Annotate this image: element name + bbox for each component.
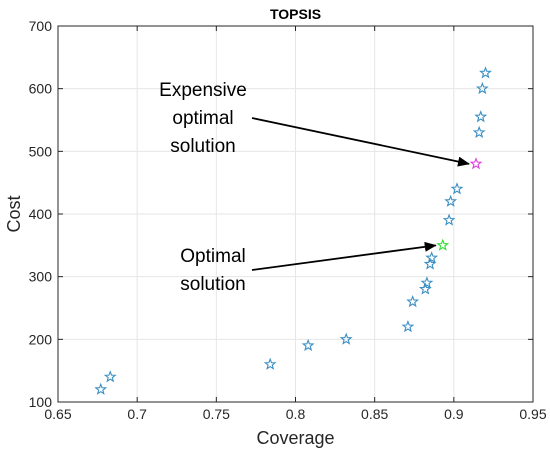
y-tick-label: 300	[29, 269, 53, 285]
data-point-star	[406, 294, 420, 308]
y-tick-label: 600	[29, 81, 53, 97]
data-point-star	[301, 338, 315, 352]
annotation: Optimal solution	[180, 241, 437, 295]
data-point-star	[444, 194, 458, 207]
x-tick-label: 0.95	[519, 406, 546, 422]
x-tick-label: 0.7	[127, 406, 147, 422]
grid	[57, 25, 534, 403]
ticks: 0.65 0.7 0.75 0.8 0.85 0.9 0.95 100 200 300 400 500…	[29, 18, 547, 422]
data-point-star	[469, 157, 483, 170]
data-point-star	[418, 282, 432, 295]
x-axis-label: Coverage	[256, 428, 334, 448]
y-tick-label: 500	[29, 143, 53, 159]
y-axis-label: Cost	[4, 195, 24, 232]
data-point-star	[436, 238, 450, 251]
annotation-text: Optimal solution	[180, 246, 246, 295]
annotation-text: Expensive optimal solution	[159, 80, 247, 157]
data-point-star	[475, 81, 489, 95]
data-point-star	[442, 213, 456, 226]
y-tick-label: 200	[29, 331, 53, 347]
data-point-star	[94, 382, 108, 395]
data-point-star	[103, 370, 117, 383]
data-points	[94, 66, 492, 395]
annotation-arrow	[251, 117, 470, 167]
data-point-star	[479, 66, 492, 79]
data-point-star	[420, 276, 434, 289]
annotations: Expensive optimal solution Optimal solution	[159, 80, 470, 295]
data-point-star	[339, 332, 353, 345]
x-tick-label: 0.85	[361, 406, 388, 422]
data-point-star	[472, 125, 486, 139]
x-tick-label: 0.65	[44, 406, 71, 422]
annotation-arrow	[251, 241, 437, 271]
y-tick-label: 700	[29, 18, 53, 34]
chart-title: TOPSIS	[270, 6, 321, 22]
x-tick-label: 0.75	[203, 406, 230, 422]
data-point-star	[425, 251, 439, 264]
data-point-star	[450, 182, 464, 195]
x-tick-label: 0.9	[444, 406, 464, 422]
y-tick-label: 400	[29, 206, 53, 222]
x-tick-label: 0.8	[286, 406, 306, 422]
y-tick-label: 100	[29, 394, 53, 410]
data-point-star	[401, 320, 415, 333]
data-point-star	[263, 357, 277, 370]
annotation: Expensive optimal solution	[159, 80, 470, 167]
data-point-star	[474, 110, 488, 123]
data-point-star	[423, 257, 437, 270]
